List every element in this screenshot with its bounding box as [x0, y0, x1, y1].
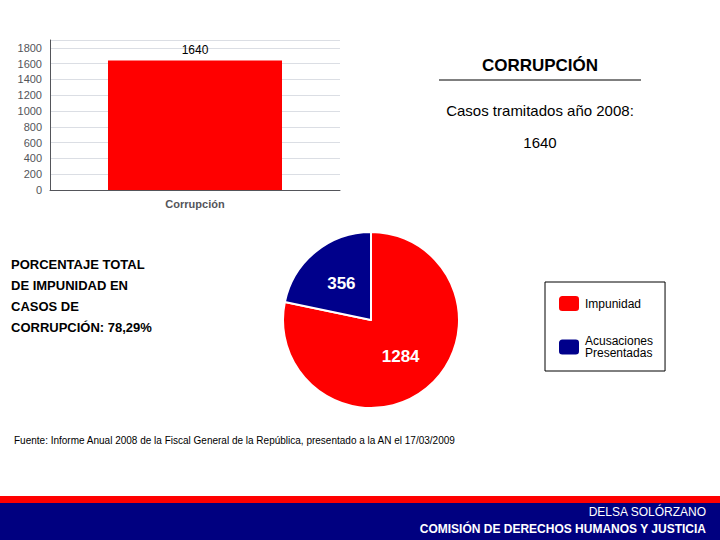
svg-text:Fuente: Informe Anual 2008 de: Fuente: Informe Anual 2008 de la Fiscal … [14, 435, 455, 446]
svg-text:PORCENTAJE TOTAL: PORCENTAJE TOTAL [11, 257, 145, 272]
svg-text:1000: 1000 [18, 105, 42, 117]
svg-text:1200: 1200 [18, 89, 42, 101]
svg-text:600: 600 [24, 137, 42, 149]
svg-text:CASOS DE: CASOS DE [11, 299, 79, 314]
svg-text:Acusaciones: Acusaciones [585, 334, 653, 348]
svg-text:356: 356 [327, 274, 355, 293]
svg-text:Casos tramitados año 2008:: Casos tramitados año 2008: [446, 102, 634, 119]
svg-text:1640: 1640 [182, 43, 209, 57]
svg-text:400: 400 [24, 152, 42, 164]
svg-text:0: 0 [36, 184, 42, 196]
svg-text:1800: 1800 [18, 42, 42, 54]
svg-text:Impunidad: Impunidad [585, 297, 641, 311]
svg-text:1284: 1284 [382, 347, 420, 366]
svg-text:1600: 1600 [18, 58, 42, 70]
svg-text:800: 800 [24, 121, 42, 133]
svg-text:CORRUPCIÓN: 78,29%: CORRUPCIÓN: 78,29% [11, 320, 152, 335]
svg-text:DELSA SOLÓRZANO: DELSA SOLÓRZANO [589, 504, 706, 519]
svg-text:200: 200 [24, 168, 42, 180]
svg-text:1400: 1400 [18, 73, 42, 85]
svg-text:DE IMPUNIDAD EN: DE IMPUNIDAD EN [11, 278, 128, 293]
svg-text:COMISIÓN DE DERECHOS HUMANOS Y: COMISIÓN DE DERECHOS HUMANOS Y JUSTICIA [420, 521, 707, 536]
svg-text:Presentadas: Presentadas [585, 346, 652, 360]
svg-text:CORRUPCIÓN: CORRUPCIÓN [482, 56, 598, 75]
svg-text:1640: 1640 [523, 134, 556, 151]
svg-text:Corrupción: Corrupción [165, 198, 225, 210]
